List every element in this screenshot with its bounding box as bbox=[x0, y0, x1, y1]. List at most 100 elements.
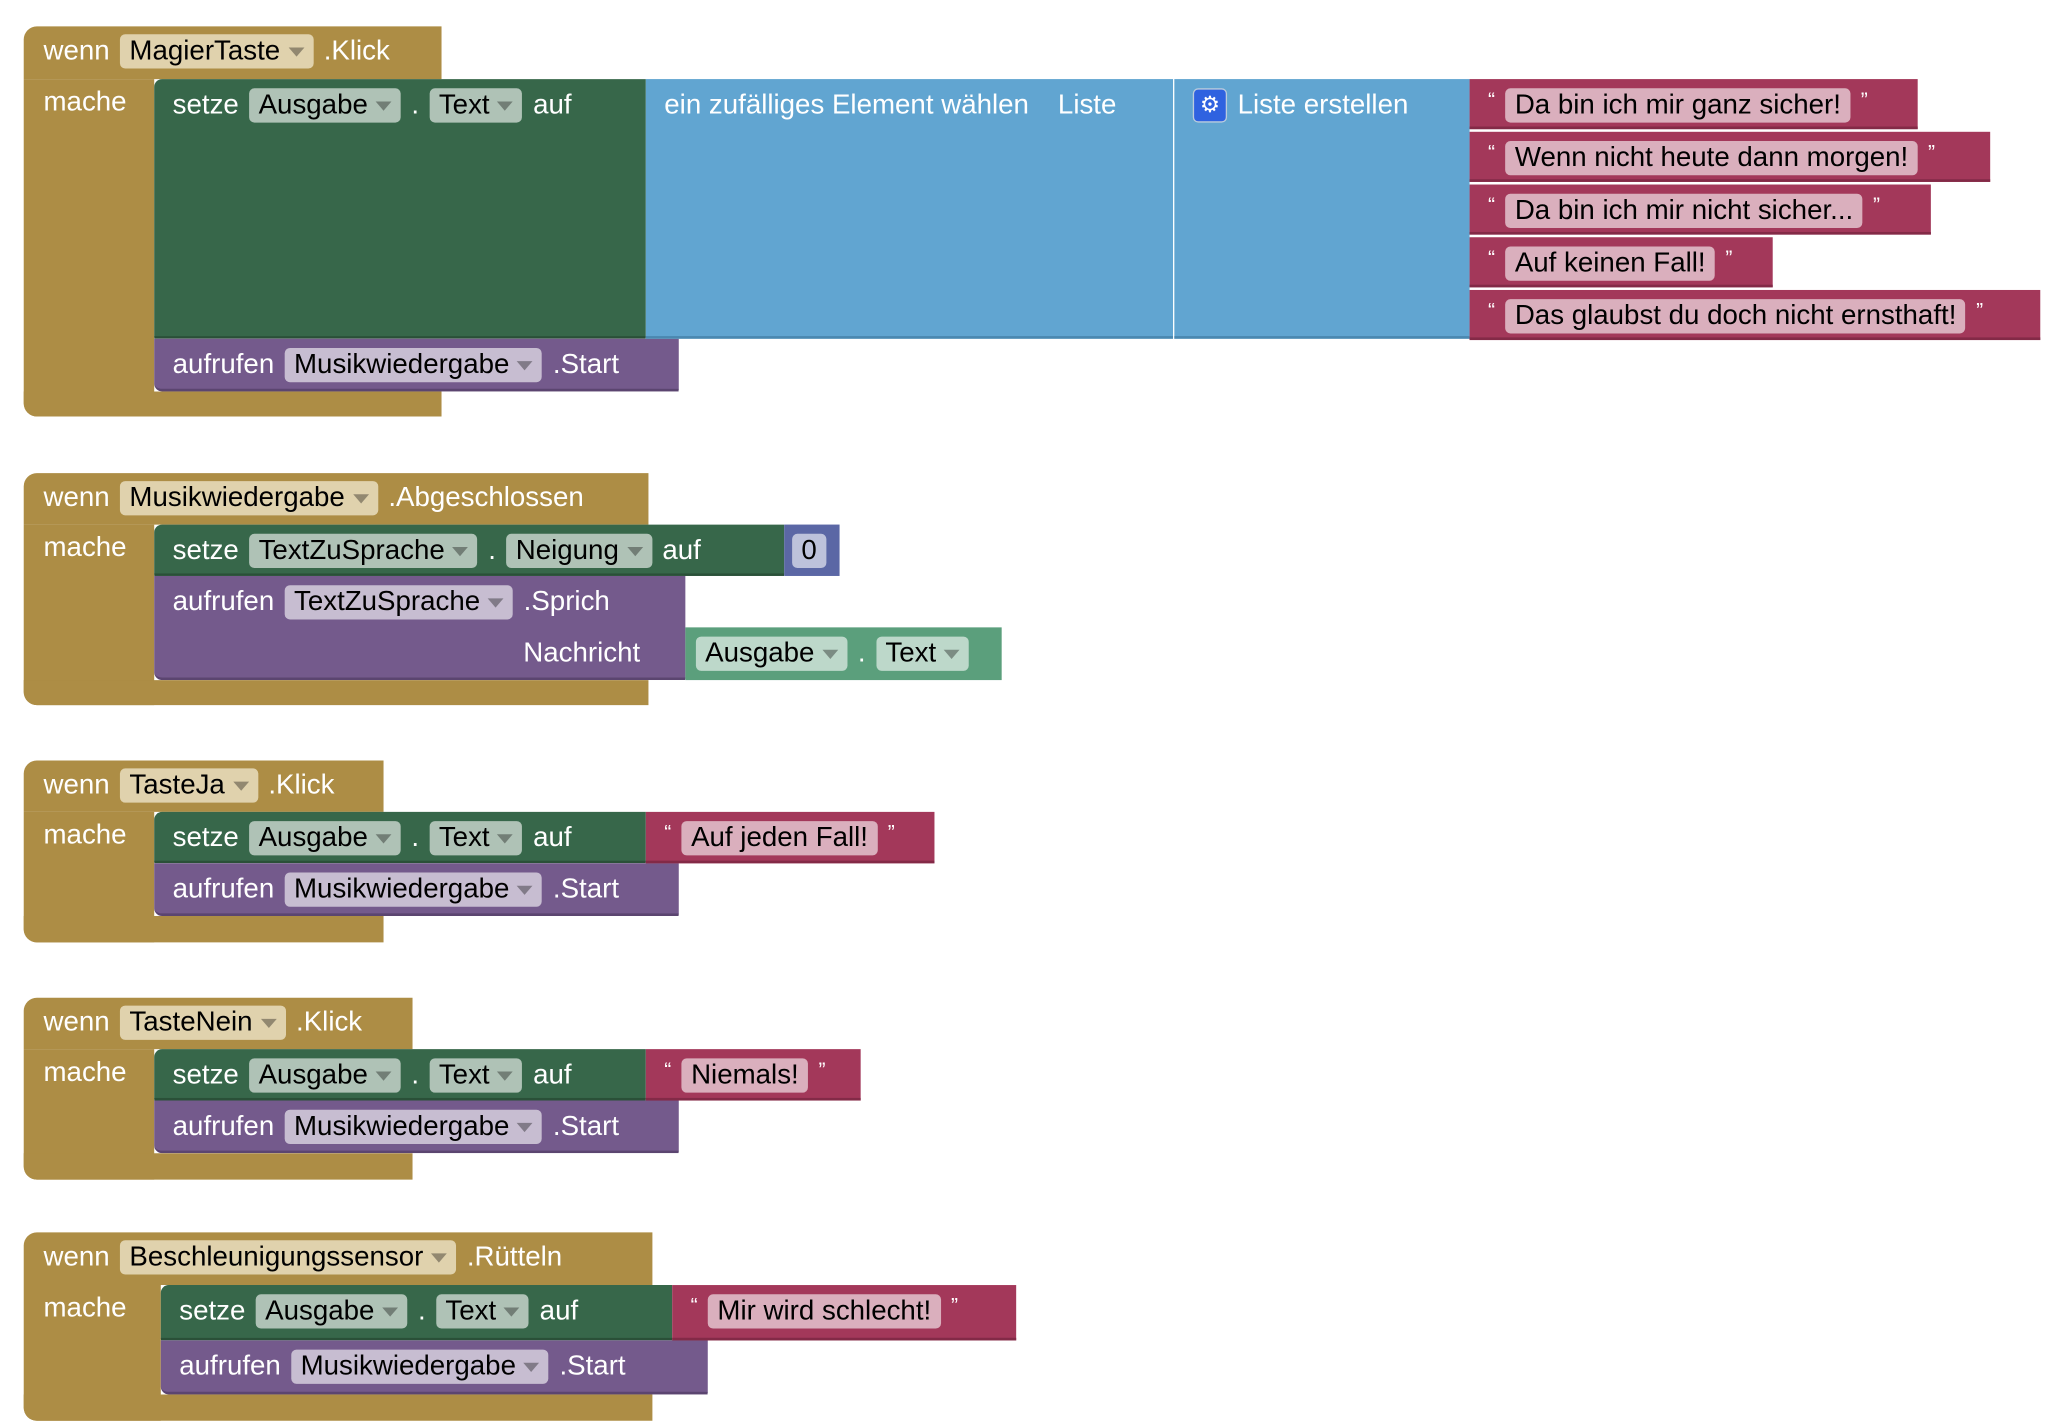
component-dropdown[interactable]: TasteJa bbox=[120, 768, 258, 803]
property-dropdown[interactable]: Text bbox=[429, 88, 523, 123]
component-dropdown[interactable]: Ausgabe bbox=[249, 88, 401, 123]
component-dropdown[interactable]: Musikwiedergabe bbox=[284, 347, 543, 383]
mache-label-wrap: mache bbox=[43, 86, 126, 120]
random-item-block[interactable]: ein zufälliges Element wählen Liste bbox=[645, 79, 1174, 339]
component-dropdown[interactable]: Ausgabe bbox=[695, 636, 848, 671]
make-list-label: Liste erstellen bbox=[1237, 89, 1409, 120]
make-list-block[interactable]: ⚙ Liste erstellen bbox=[1174, 79, 1470, 339]
property-dropdown[interactable]: Neigung bbox=[506, 533, 652, 569]
text-value: Auf keinen Fall! bbox=[1514, 247, 1706, 279]
text-field[interactable]: Das glaubst du doch nicht ernsthaft! bbox=[1505, 299, 1966, 334]
component-dropdown-value: TasteNein bbox=[129, 1006, 253, 1038]
quote-open: “ bbox=[1488, 195, 1496, 218]
text-block[interactable]: “ Das glaubst du doch nicht ernsthaft! ” bbox=[1469, 289, 2041, 341]
text-block[interactable]: “ Wenn nicht heute dann morgen! ” bbox=[1469, 131, 1991, 182]
quote-open: “ bbox=[690, 1295, 698, 1318]
number-value: 0 bbox=[801, 535, 817, 566]
call-block[interactable]: aufrufen Musikwiedergabe .Start bbox=[154, 338, 679, 392]
aufrufen-label: aufrufen bbox=[172, 586, 275, 617]
component-dropdown[interactable]: TasteNein bbox=[120, 1005, 286, 1040]
event-name: .Rütteln bbox=[466, 1241, 563, 1272]
mache-label: mache bbox=[43, 86, 127, 118]
property-dropdown[interactable]: Text bbox=[429, 821, 523, 856]
component-dropdown-value: MagierTaste bbox=[129, 35, 281, 66]
text-field[interactable]: Da bin ich mir ganz sicher! bbox=[1505, 88, 1851, 123]
call-block[interactable]: aufrufen Musikwiedergabe .Start bbox=[154, 863, 679, 917]
set-block[interactable]: setze TextZuSprache. Neigung auf bbox=[154, 524, 785, 576]
set-block[interactable]: setze Ausgabe. Text auf bbox=[154, 79, 646, 339]
text-block[interactable]: “ Niemals! ” bbox=[645, 1049, 861, 1101]
number-field[interactable]: 0 bbox=[792, 533, 826, 569]
event-body-bg bbox=[23, 79, 155, 417]
event-footer-bg bbox=[23, 680, 649, 706]
text-block[interactable]: “ Auf keinen Fall! ” bbox=[1469, 237, 1773, 288]
component-dropdown[interactable]: Ausgabe bbox=[249, 821, 401, 856]
set-block[interactable]: setze Ausgabe. Text auf bbox=[160, 1285, 673, 1341]
setze-label: setze bbox=[172, 822, 239, 853]
component-dropdown[interactable]: Beschleunigungssensor bbox=[120, 1240, 457, 1275]
chevron-down-icon bbox=[822, 649, 839, 659]
chevron-down-icon bbox=[260, 1018, 277, 1028]
chevron-down-icon bbox=[232, 780, 249, 791]
component-dropdown[interactable]: TextZuSprache bbox=[249, 533, 478, 569]
text-block[interactable]: “ Auf jeden Fall! ” bbox=[645, 811, 935, 864]
auf-label: auf bbox=[533, 822, 572, 853]
event-body-bg bbox=[23, 524, 155, 706]
set-block[interactable]: setze Ausgabe. Text auf bbox=[154, 811, 646, 864]
component-dropdown[interactable]: TextZuSprache bbox=[284, 585, 514, 620]
text-value: Niemals! bbox=[691, 1059, 799, 1090]
mache-label-wrap: mache bbox=[43, 531, 126, 565]
quote-close: ” bbox=[950, 1295, 959, 1318]
property-dropdown-value: Text bbox=[438, 1059, 490, 1090]
component-dropdown[interactable]: MagierTaste bbox=[120, 34, 314, 69]
component-dropdown[interactable]: Musikwiedergabe bbox=[284, 1109, 543, 1145]
property-dropdown[interactable]: Text bbox=[436, 1294, 530, 1329]
component-dropdown-value: Ausgabe bbox=[705, 637, 815, 669]
gear-icon[interactable]: ⚙ bbox=[1192, 88, 1228, 123]
quote-close: ” bbox=[1976, 300, 1984, 323]
wenn-label: wenn bbox=[43, 35, 110, 66]
component-dropdown-value: TasteJa bbox=[129, 769, 225, 801]
text-field[interactable]: Mir wird schlecht! bbox=[708, 1294, 941, 1329]
auf-label: auf bbox=[533, 89, 572, 120]
set-block[interactable]: setze Ausgabe. Text auf bbox=[154, 1049, 646, 1101]
arg-wrap: Nachricht bbox=[523, 637, 640, 671]
call-block[interactable]: aufrufen Musikwiedergabe .Start bbox=[160, 1340, 708, 1395]
component-dropdown[interactable]: Ausgabe bbox=[249, 1058, 401, 1093]
component-dropdown-value: Beschleunigungssensor bbox=[129, 1241, 424, 1272]
component-dropdown[interactable]: Musikwiedergabe bbox=[291, 1349, 549, 1384]
text-field[interactable]: Da bin ich mir nicht sicher... bbox=[1505, 193, 1863, 229]
chevron-down-icon bbox=[288, 46, 304, 57]
getter-block[interactable]: Ausgabe. Text bbox=[685, 627, 1002, 681]
setze-label: setze bbox=[172, 1059, 239, 1090]
component-dropdown-value: TextZuSprache bbox=[293, 586, 481, 617]
mache-label: mache bbox=[43, 1292, 127, 1324]
number-block[interactable]: 0 bbox=[784, 524, 840, 576]
component-dropdown[interactable]: Ausgabe bbox=[255, 1294, 408, 1329]
event-footer-bg bbox=[23, 1394, 653, 1421]
property-dropdown[interactable]: Text bbox=[876, 636, 970, 671]
chevron-down-icon bbox=[375, 100, 392, 111]
quote-close: ” bbox=[1927, 142, 1936, 165]
text-block[interactable]: “ Da bin ich mir ganz sicher! ” bbox=[1469, 79, 1918, 130]
text-field[interactable]: Auf jeden Fall! bbox=[681, 821, 878, 856]
event-footer-bg bbox=[23, 916, 384, 943]
text-field[interactable]: Niemals! bbox=[681, 1058, 808, 1093]
quote-open: “ bbox=[1488, 300, 1496, 323]
wenn-label: wenn bbox=[43, 482, 110, 513]
liste-label: Liste bbox=[1057, 89, 1117, 120]
call-block[interactable]: aufrufen TextZuSprache .Sprich bbox=[154, 575, 686, 681]
mache-label-wrap: mache bbox=[43, 1292, 126, 1326]
property-dropdown[interactable]: Text bbox=[429, 1058, 523, 1093]
call-block[interactable]: aufrufen Musikwiedergabe .Start bbox=[154, 1100, 679, 1154]
component-dropdown-value: Musikwiedergabe bbox=[293, 349, 510, 380]
text-field[interactable]: Auf keinen Fall! bbox=[1505, 246, 1715, 281]
property-dropdown-value: Neigung bbox=[515, 535, 619, 566]
mache-label: mache bbox=[43, 1057, 127, 1088]
text-block[interactable]: “ Mir wird schlecht! ” bbox=[672, 1285, 1017, 1341]
text-block[interactable]: “ Da bin ich mir nicht sicher... ” bbox=[1469, 184, 1931, 235]
text-field[interactable]: Wenn nicht heute dann morgen! bbox=[1505, 141, 1918, 176]
component-dropdown[interactable]: Musikwiedergabe bbox=[284, 872, 543, 907]
component-dropdown[interactable]: Musikwiedergabe bbox=[120, 481, 378, 516]
